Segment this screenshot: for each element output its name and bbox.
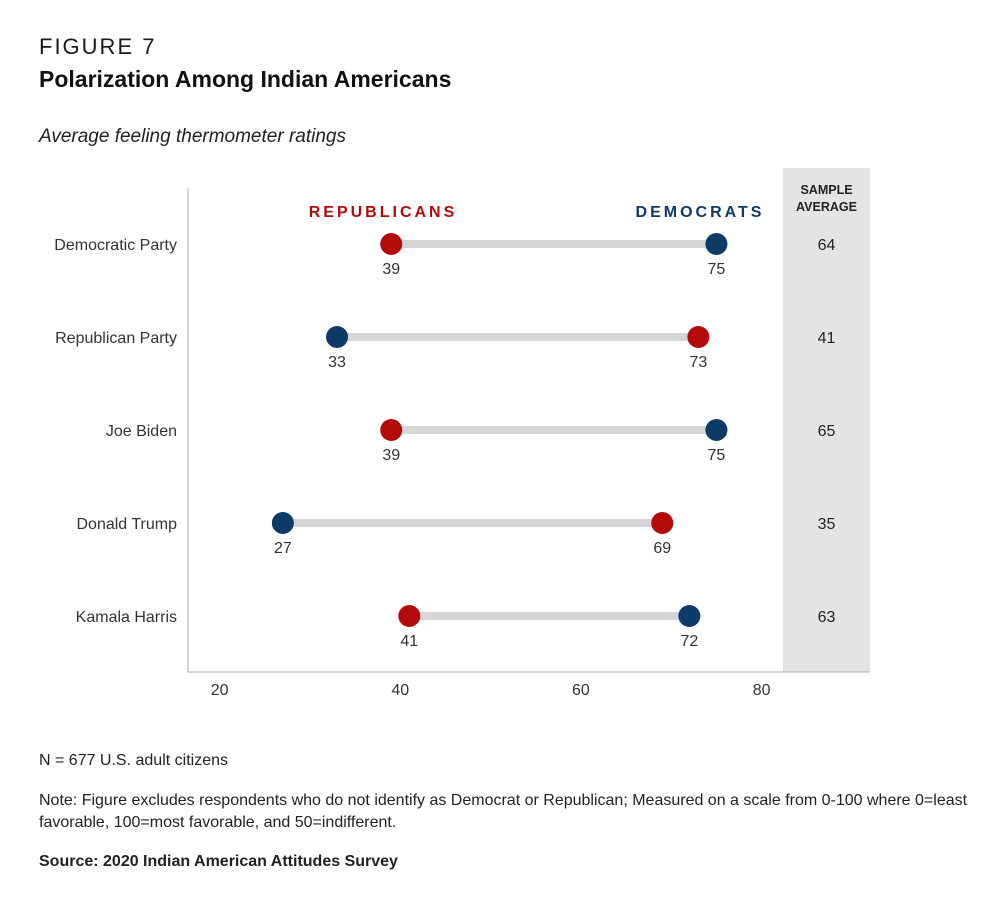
sample-average-header: SAMPLE: [800, 183, 852, 197]
democrat-point: [678, 605, 701, 627]
democrat-point: [705, 419, 728, 441]
republican-point: [687, 326, 710, 348]
legend-republicans: REPUBLICANS: [309, 204, 458, 221]
chart-subtitle: Average feeling thermometer ratings: [39, 126, 346, 147]
category-label: Donald Trump: [77, 516, 178, 533]
legend-democrats: DEMOCRATS: [636, 204, 765, 221]
category-label: Joe Biden: [106, 423, 177, 440]
x-tick-label: 80: [753, 682, 771, 699]
category-label: Kamala Harris: [76, 609, 177, 626]
dumbbell-chart: SAMPLE AVERAGE 20 40 60 80 REPUBLICANS DEMOCRAT…: [54, 168, 870, 699]
democrat-value-label: 33: [328, 354, 346, 371]
democrat-value-label: 75: [708, 261, 726, 278]
chart-title: Polarization Among Indian Americans: [39, 66, 452, 92]
democrat-value-label: 27: [274, 540, 292, 557]
sample-average-value: 63: [818, 609, 836, 626]
figure-label: FIGURE 7: [39, 34, 157, 59]
x-tick-label: 40: [391, 682, 409, 699]
sample-average-value: 41: [818, 330, 836, 347]
republican-point: [398, 605, 421, 627]
sample-average-header: AVERAGE: [796, 200, 857, 214]
source-note: Source: 2020 Indian American Attitudes S…: [39, 853, 398, 870]
republican-value-label: 73: [689, 354, 707, 371]
category-label: Democratic Party: [54, 237, 177, 254]
democrat-point: [326, 326, 349, 348]
republican-point: [380, 419, 403, 441]
republican-value-label: 39: [382, 447, 400, 464]
republican-value-label: 41: [400, 633, 418, 650]
democrat-value-label: 72: [680, 633, 698, 650]
republican-point: [380, 233, 403, 255]
sample-average-panel: [783, 168, 870, 672]
sample-average-value: 64: [818, 237, 836, 254]
sample-size-note: N = 677 U.S. adult citizens: [39, 752, 228, 769]
democrat-point: [271, 512, 294, 534]
republican-value-label: 39: [382, 261, 400, 278]
republican-value-label: 69: [653, 540, 671, 557]
sample-average-value: 35: [818, 516, 836, 533]
republican-point: [651, 512, 674, 534]
footnote: Note: Figure excludes respondents who do…: [39, 792, 968, 831]
democrat-value-label: 75: [708, 447, 726, 464]
democrat-point: [705, 233, 728, 255]
sample-average-value: 65: [818, 423, 836, 440]
category-label: Republican Party: [55, 330, 177, 347]
x-tick-label: 20: [211, 682, 229, 699]
x-tick-label: 60: [572, 682, 590, 699]
